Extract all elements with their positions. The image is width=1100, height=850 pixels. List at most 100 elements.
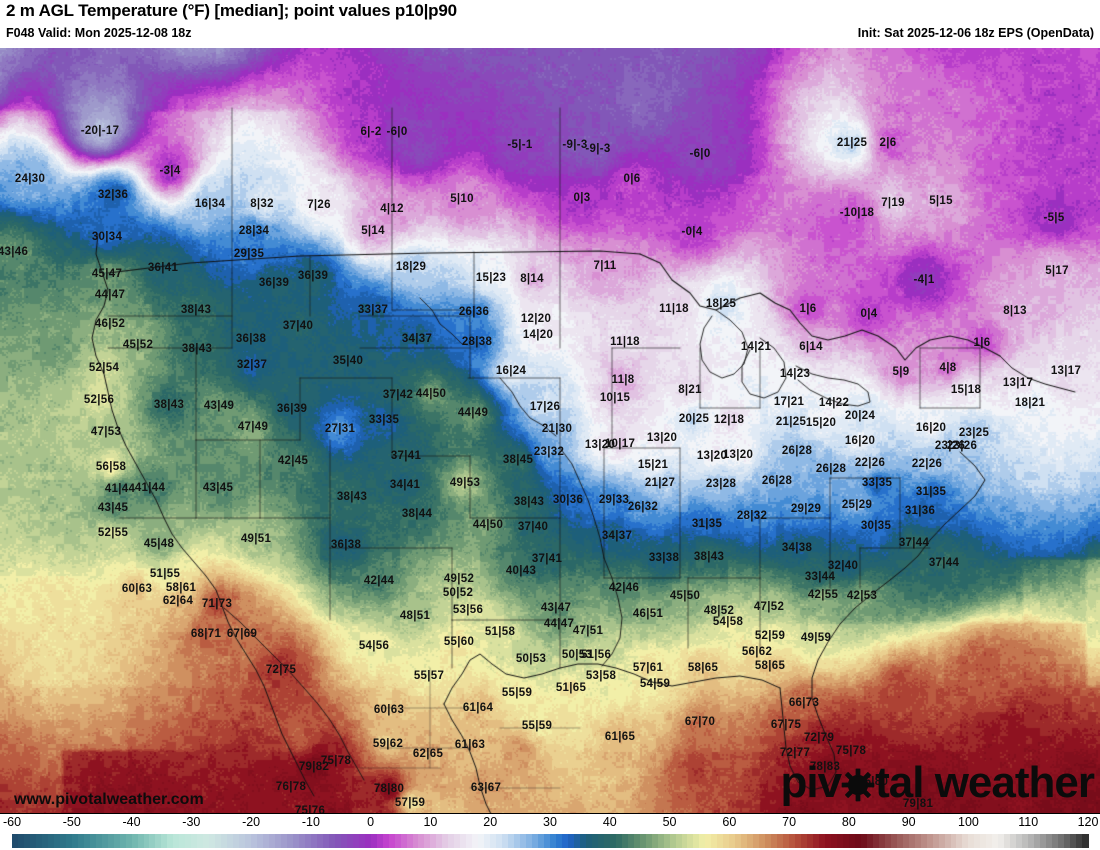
point-value-label: 76|78 [275,781,307,793]
point-value-label: 38|43 [180,304,212,316]
point-value-label: 51|65 [555,682,587,694]
point-value-label: 36|39 [276,403,308,415]
point-value-label: 27|31 [324,423,356,435]
colorbar[interactable]: -60 -50 -40 -30 -20 -10 0 10 20 30 40 50 60 70 80 90 100… [0,815,1100,850]
brand-watermark: piv [780,758,1095,808]
colorbar-tick-label: 60 [722,815,737,829]
point-value-label: 50|52 [442,587,474,599]
point-value-label: 49|59 [800,632,832,644]
point-value-label: 5|9 [892,366,910,378]
point-value-label: 49|51 [240,533,272,545]
point-value-label: 78|80 [373,783,405,795]
temperature-map[interactable]: 24|30 43|46 45|47 44|47 46|52 45|52 52|54 52|56… [0,48,1100,814]
point-value-label: 14|21 [740,341,772,353]
point-value-label: 72|79 [803,732,835,744]
point-value-label: 59|62 [372,738,404,750]
point-value-label: 8|14 [520,273,544,285]
point-value-label: 16|34 [194,198,226,210]
point-value-label: -20|-17 [80,125,120,137]
point-value-label: 44|47 [543,618,575,630]
point-value-label: 66|73 [788,697,820,709]
point-value-label: -6|0 [386,126,408,138]
map-header: 2 m AGL Temperature (°F) [median]; point… [0,0,1100,48]
point-value-label: 2|6 [879,137,897,149]
point-value-label: 13|20 [584,439,616,451]
point-value-label: 37|44 [928,557,960,569]
point-value-label: 36|41 [147,262,179,274]
point-value-label: 34|38 [781,542,813,554]
point-value-label: 50|53 [561,649,593,661]
point-value-label: 57|59 [394,797,426,809]
point-value-label: 45|50 [669,590,701,602]
point-value-label: 44|50 [415,388,447,400]
point-value-label: 38|43 [336,491,368,503]
init-time-label: Init: Sat 2025-12-06 18z EPS (OpenData) [857,26,1094,40]
point-value-label: 23|32 [533,446,565,458]
point-value-label: 52|59 [754,630,786,642]
point-value-label: 33|35 [861,477,893,489]
point-value-label: 55|57 [413,670,445,682]
colorbar-tick-label: 80 [841,815,856,829]
point-value-label: -5|-1 [507,139,533,151]
point-value-label: 0|4 [860,308,878,320]
brand-text-pre: piv [780,758,843,807]
colorbar-tick-label: -50 [62,815,81,829]
point-value-label: -9|-3 [585,143,611,155]
point-value-label: 53|56 [452,604,484,616]
point-value-label: 22|26 [911,458,943,470]
point-value-label: 48|52 [703,605,735,617]
point-value-label: 5|17 [1045,265,1069,277]
point-value-label: 42|46 [608,582,640,594]
point-value-label: 13|20 [722,449,754,461]
colorbar-tick-label: 90 [901,815,916,829]
point-value-label: 49|52 [443,573,475,585]
point-value-label: 36|39 [297,270,329,282]
point-value-label: 38|43 [693,551,725,563]
point-value-label: 33|38 [648,552,680,564]
point-value-label: 1|6 [799,303,817,315]
point-value-label: 58|65 [687,662,719,674]
point-value-label: 23|28 [705,478,737,490]
point-value-label: 52|55 [97,527,129,539]
colorbar-ticks: -60 -50 -40 -30 -20 -10 0 10 20 30 40 50 60 70 80 90 100… [0,815,1100,831]
point-value-label: 43|45 [202,482,234,494]
point-value-label: 37|42 [382,389,414,401]
point-value-label: 49|53 [449,477,481,489]
point-value-label: 61|63 [454,739,486,751]
point-value-label: 14|23 [779,368,811,380]
point-value-label: 13|20 [646,432,678,444]
point-value-label: 23|26 [934,440,966,452]
point-value-label: 67|69 [226,628,258,640]
point-value-label: 14|20 [522,329,554,341]
point-value-label: 62|65 [412,748,444,760]
colorbar-tick-label: 10 [423,815,438,829]
point-value-label: 34|37 [601,530,633,542]
point-value-label: 26|28 [815,463,847,475]
point-value-label: 50|53 [515,653,547,665]
point-value-label: 15|21 [637,459,669,471]
point-value-label: 72|75 [265,664,297,676]
point-value-label: 35|40 [332,355,364,367]
point-value-label: 37|40 [282,320,314,332]
point-value-label: 54|59 [639,678,671,690]
point-value-label: 30|34 [91,231,123,243]
colorbar-tick-label: -40 [122,815,141,829]
point-value-label: 15|23 [475,272,507,284]
point-value-label: 20|24 [844,410,876,422]
point-value-label: 21|30 [541,423,573,435]
point-value-label: 60|63 [373,704,405,716]
point-value-label: 28|38 [461,336,493,348]
point-value-label: 41|44 [104,483,136,495]
colorbar-tick-label: 70 [782,815,797,829]
point-value-label: 38|43 [153,399,185,411]
colorbar-tick-label: 40 [602,815,617,829]
point-value-label: 29|35 [233,248,265,260]
point-value-label: 42|53 [846,590,878,602]
gear-icon [841,763,875,802]
point-value-label: 13|17 [1050,365,1082,377]
point-value-label: 31|36 [904,505,936,517]
point-value-label: 61|64 [462,702,494,714]
point-value-label: 34|37 [401,333,433,345]
point-value-label: 56|62 [741,646,773,658]
point-value-label: 55|60 [443,636,475,648]
